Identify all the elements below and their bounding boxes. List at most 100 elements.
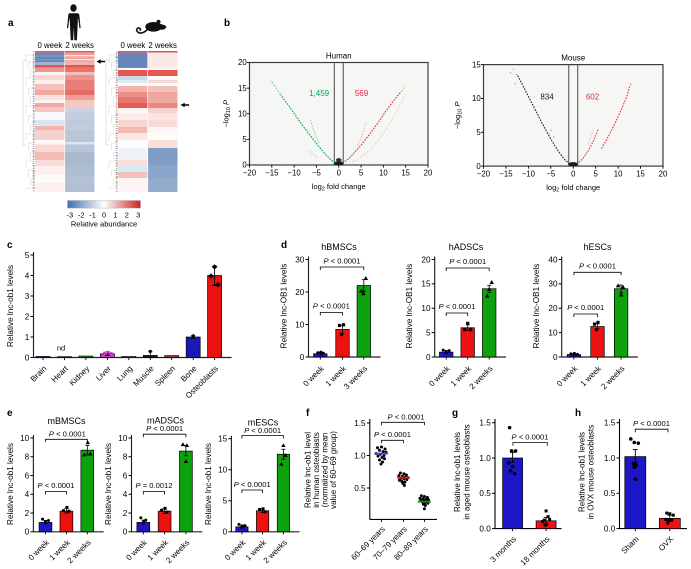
svg-text:1.0: 1.0 [479, 454, 491, 463]
svg-text:Mouse: Mouse [561, 54, 586, 63]
svg-text:1.0: 1.0 [354, 451, 366, 460]
svg-text:1.0: 1.0 [604, 454, 616, 463]
svg-text:10: 10 [379, 169, 388, 178]
svg-text:−20: −20 [243, 169, 257, 178]
svg-text:e: e [7, 408, 13, 419]
svg-text:hBMSCs: hBMSCs [321, 242, 357, 252]
svg-text:10: 10 [238, 109, 247, 118]
svg-text:P = 0.0012: P = 0.0012 [136, 481, 173, 490]
svg-text:6: 6 [123, 471, 128, 480]
svg-text:5: 5 [426, 328, 431, 337]
svg-text:602: 602 [586, 93, 600, 102]
svg-text:-3: -3 [67, 211, 74, 220]
svg-text:10: 10 [20, 434, 30, 443]
svg-text:5: 5 [223, 497, 228, 506]
svg-text:20: 20 [659, 170, 668, 179]
svg-text:0: 0 [25, 353, 30, 362]
svg-text:15: 15 [401, 169, 410, 178]
svg-text:a: a [8, 18, 14, 29]
svg-text:mESCs: mESCs [248, 418, 279, 428]
svg-text:P < 0.0001: P < 0.0001 [579, 262, 616, 271]
svg-text:1.5: 1.5 [479, 419, 491, 428]
svg-text:0 week: 0 week [121, 41, 146, 50]
svg-text:6: 6 [25, 471, 30, 480]
svg-text:−5: −5 [546, 170, 556, 179]
svg-text:0: 0 [102, 211, 106, 220]
svg-text:5: 5 [359, 169, 364, 178]
svg-text:-2: -2 [78, 211, 85, 220]
svg-text:20: 20 [424, 169, 433, 178]
svg-text:3: 3 [25, 292, 30, 301]
svg-text:1,459: 1,459 [309, 89, 330, 98]
svg-text:Relative lnc-ob1 levels: Relative lnc-ob1 levels [6, 443, 15, 525]
svg-text:10: 10 [614, 170, 623, 179]
svg-text:−5: −5 [312, 169, 322, 178]
svg-text:Human: Human [326, 52, 352, 61]
svg-text:log2 fold change: log2 fold change [546, 183, 600, 194]
svg-text:Relative lnc-ob1 levels: Relative lnc-ob1 levels [577, 432, 586, 512]
svg-text:1: 1 [25, 333, 30, 342]
svg-text:0: 0 [337, 169, 342, 178]
svg-text:3: 3 [136, 211, 140, 220]
svg-text:−20: −20 [477, 170, 491, 179]
svg-text:5: 5 [476, 128, 481, 137]
svg-text:5: 5 [594, 170, 599, 179]
svg-text:1.5: 1.5 [604, 419, 616, 428]
svg-text:0: 0 [25, 528, 30, 537]
svg-text:20: 20 [548, 304, 558, 313]
svg-text:8: 8 [123, 453, 128, 462]
svg-text:15: 15 [472, 60, 481, 69]
svg-text:2 weeks: 2 weeks [148, 41, 177, 50]
svg-text:d: d [281, 240, 287, 251]
svg-text:10: 10 [118, 434, 128, 443]
svg-text:P < 0.0001: P < 0.0001 [567, 303, 604, 312]
svg-text:0.5: 0.5 [479, 489, 491, 498]
svg-text:−log10 P: −log10 P [453, 102, 464, 130]
svg-text:mBMSCs: mBMSCs [48, 416, 86, 426]
svg-text:Relative lnc-ob1 levels: Relative lnc-ob1 levels [453, 432, 462, 512]
svg-text:P < 0.0001: P < 0.0001 [244, 426, 281, 435]
svg-text:10: 10 [421, 304, 431, 313]
svg-text:log2 fold change: log2 fold change [312, 182, 366, 193]
svg-text:0: 0 [123, 528, 128, 537]
svg-text:Relative lnc-OB1 levels: Relative lnc-OB1 levels [532, 264, 541, 349]
svg-text:mADSCs: mADSCs [147, 416, 185, 426]
svg-text:0: 0 [300, 353, 305, 362]
svg-text:2: 2 [25, 312, 30, 321]
svg-text:0.5: 0.5 [354, 484, 366, 493]
svg-text:(normalized by mean: (normalized by mean [321, 433, 330, 508]
svg-text:10: 10 [295, 320, 305, 329]
svg-text:1: 1 [113, 211, 117, 220]
svg-text:0: 0 [571, 170, 576, 179]
svg-text:2: 2 [125, 211, 129, 220]
svg-text:2: 2 [123, 509, 128, 518]
svg-text:2 weeks: 2 weeks [65, 41, 94, 50]
svg-text:0: 0 [553, 353, 558, 362]
svg-text:Relative abundance: Relative abundance [71, 220, 137, 229]
svg-text:834: 834 [540, 93, 554, 102]
svg-text:4: 4 [123, 490, 128, 499]
svg-text:Relative lnc-OB1 levels: Relative lnc-OB1 levels [280, 264, 289, 349]
svg-text:0.5: 0.5 [604, 489, 616, 498]
svg-text:10: 10 [548, 328, 558, 337]
svg-text:b: b [224, 18, 230, 29]
svg-text:1.5: 1.5 [354, 419, 366, 428]
svg-text:P < 0.0001: P < 0.0001 [374, 430, 411, 439]
svg-text:20: 20 [421, 255, 431, 264]
svg-text:20: 20 [295, 288, 305, 297]
svg-text:2: 2 [25, 509, 30, 518]
svg-text:−15: −15 [265, 169, 279, 178]
svg-text:−15: −15 [499, 170, 513, 179]
svg-text:8: 8 [25, 453, 30, 462]
svg-text:30: 30 [548, 280, 558, 289]
svg-text:f: f [306, 408, 310, 419]
svg-text:c: c [7, 240, 13, 251]
svg-text:P < 0.0001: P < 0.0001 [512, 433, 549, 442]
svg-text:4: 4 [25, 271, 30, 280]
svg-text:5: 5 [242, 135, 247, 144]
svg-text:30: 30 [295, 255, 305, 264]
svg-text:−10: −10 [288, 169, 302, 178]
svg-text:0.0: 0.0 [479, 524, 491, 533]
svg-text:−10: −10 [522, 170, 536, 179]
svg-text:nd: nd [57, 344, 65, 353]
